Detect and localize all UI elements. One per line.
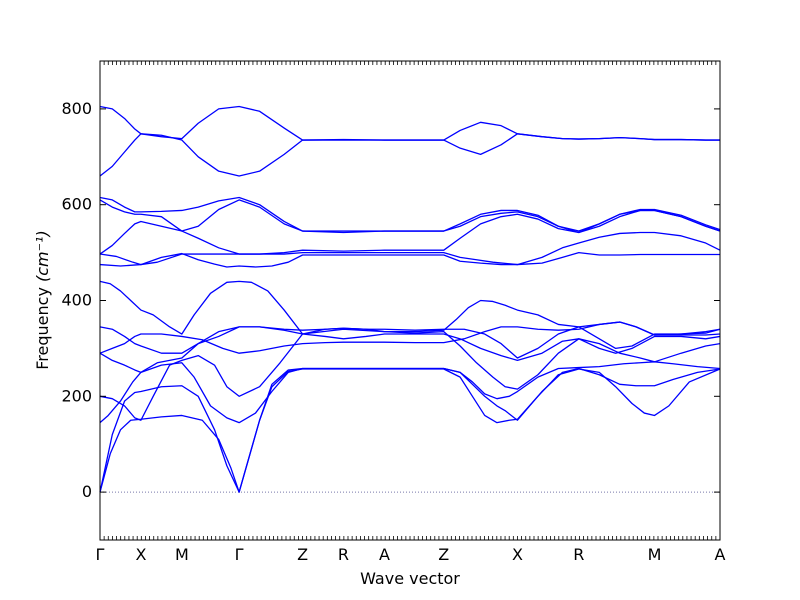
plot-frame xyxy=(99,60,721,541)
band-line-5 xyxy=(99,326,721,373)
x-tick-label: M xyxy=(175,545,189,564)
plot-area xyxy=(99,105,721,493)
y-tick-label: 0 xyxy=(82,482,92,501)
band-line-10 xyxy=(99,231,721,266)
x-tick-label: A xyxy=(715,545,726,564)
band-line-15 xyxy=(99,105,720,141)
band-line-4 xyxy=(99,328,721,421)
x-tick-label: R xyxy=(573,545,584,564)
y-tick-label: 800 xyxy=(61,99,92,118)
x-tick-label: M xyxy=(648,545,662,564)
y-axis-label-unit: (cm⁻¹) xyxy=(33,230,52,282)
y-axis-label: Frequency (cm⁻¹) xyxy=(33,230,52,369)
x-tick-label: X xyxy=(135,545,146,564)
x-axis-label: Wave vector xyxy=(360,569,460,588)
x-tick-label: Γ xyxy=(235,545,244,564)
band-line-13 xyxy=(99,196,721,232)
x-tick-label: A xyxy=(379,545,390,564)
x-tick-label: Z xyxy=(438,545,449,564)
y-tick-label: 200 xyxy=(61,386,92,405)
band-line-8 xyxy=(99,280,721,336)
x-tick-label: Z xyxy=(297,545,308,564)
x-tick-label: R xyxy=(338,545,349,564)
x-tick-label: Γ xyxy=(96,545,105,564)
y-tick-label: 400 xyxy=(61,291,92,310)
band-line-7 xyxy=(99,326,721,359)
x-tick-label: X xyxy=(512,545,523,564)
band-line-9 xyxy=(99,251,720,268)
axis-ticks: 0 200 400 600 800 Γ X M Γ Z R A Z X R M A xyxy=(61,61,726,564)
y-tick-label: 600 xyxy=(61,195,92,214)
y-axis-label-text: Frequency xyxy=(33,282,52,370)
